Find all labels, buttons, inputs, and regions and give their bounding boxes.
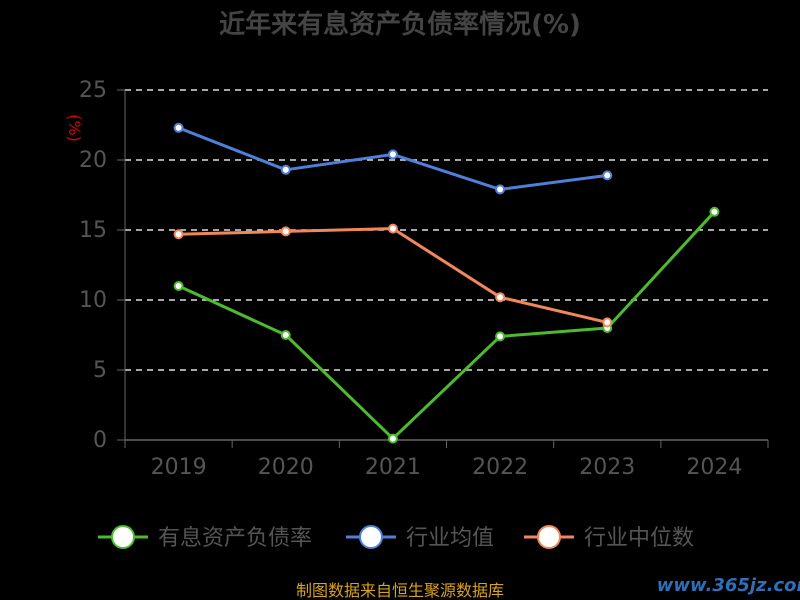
- legend-label: 行业中位数: [584, 526, 694, 551]
- legend-label: 行业均值: [406, 526, 494, 551]
- y-tick-label: 15: [79, 218, 107, 243]
- data-point: [173, 281, 184, 291]
- x-tick-label: 2021: [365, 455, 421, 480]
- y-tick-label: 20: [79, 148, 107, 173]
- x-tick-label: 2020: [258, 455, 314, 480]
- legend-marker: [359, 525, 383, 549]
- watermark: www.365jz.com: [657, 575, 800, 596]
- legend-item-1: 有息资产负债率: [98, 525, 312, 551]
- y-axis-label: (%): [65, 114, 84, 142]
- series-line: [177, 210, 716, 441]
- legend-label: 有息资产负债率: [158, 526, 312, 551]
- grid-lines: [125, 89, 768, 371]
- x-tick-label: 2024: [686, 455, 742, 480]
- data-point: [173, 229, 184, 240]
- y-tick-label: 5: [93, 358, 107, 383]
- series-1: [173, 206, 720, 444]
- data-point: [280, 330, 291, 340]
- data-point: [280, 164, 291, 175]
- series-layer: [173, 122, 720, 444]
- chart-title: 近年来有息资产负债率情况(%): [219, 9, 581, 40]
- data-point: [709, 206, 720, 217]
- source-note: 制图数据来自恒生聚源数据库: [296, 581, 504, 600]
- data-point: [495, 292, 506, 303]
- series-3: [173, 223, 613, 328]
- data-point: [280, 226, 291, 237]
- data-point: [173, 122, 184, 133]
- data-point: [387, 223, 398, 234]
- data-point: [387, 433, 398, 444]
- legend: 有息资产负债率 行业均值 行业中位数: [98, 525, 694, 551]
- x-tick-label: 2023: [579, 455, 635, 480]
- y-tick-label: 10: [79, 288, 107, 313]
- x-tick-label: 2019: [151, 455, 207, 480]
- axes: 0 5 10 15 20 25 2019 2020 2021 2022 2023 2024: [79, 78, 769, 480]
- data-point: [387, 149, 398, 160]
- legend-item-3: 行业中位数: [524, 525, 694, 551]
- data-point: [495, 184, 506, 195]
- data-point: [602, 317, 613, 328]
- series-line: [178, 227, 608, 324]
- legend-marker: [537, 525, 561, 549]
- legend-item-2: 行业均值: [346, 525, 494, 551]
- legend-marker: [111, 525, 135, 549]
- y-tick-label: 0: [93, 428, 107, 453]
- y-tick-label: 25: [79, 78, 107, 103]
- x-tick-label: 2022: [472, 455, 528, 480]
- data-point: [602, 170, 613, 181]
- data-point: [495, 331, 506, 342]
- series-2: [173, 122, 613, 195]
